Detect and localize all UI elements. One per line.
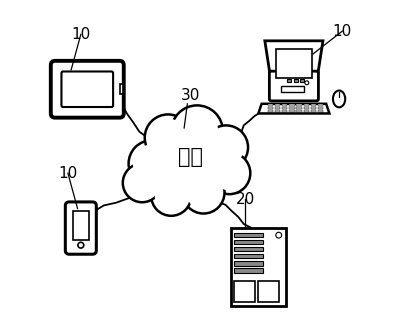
FancyBboxPatch shape — [66, 202, 96, 254]
Bar — [311, 104, 316, 106]
Text: 20: 20 — [236, 192, 255, 207]
Bar — [318, 110, 323, 112]
Circle shape — [149, 119, 187, 157]
Bar — [231, 228, 286, 305]
Circle shape — [208, 129, 244, 165]
Bar — [294, 79, 298, 82]
FancyBboxPatch shape — [61, 72, 113, 107]
Circle shape — [305, 81, 309, 85]
Ellipse shape — [139, 128, 242, 199]
Bar — [311, 107, 316, 109]
Circle shape — [171, 105, 223, 157]
Circle shape — [145, 114, 191, 161]
Bar — [268, 107, 273, 109]
Bar — [234, 240, 263, 244]
Circle shape — [155, 180, 188, 212]
Bar — [234, 247, 263, 251]
Bar — [234, 254, 263, 258]
Circle shape — [182, 172, 225, 214]
Circle shape — [212, 156, 247, 190]
Bar — [275, 107, 280, 109]
Bar — [296, 110, 302, 112]
FancyBboxPatch shape — [51, 61, 124, 118]
Bar — [318, 104, 323, 106]
Polygon shape — [258, 104, 329, 113]
Bar — [281, 86, 304, 93]
Bar — [304, 110, 309, 112]
Bar — [258, 281, 279, 302]
Bar — [234, 268, 263, 273]
Bar — [234, 261, 263, 266]
Bar — [304, 104, 309, 106]
Bar — [304, 107, 309, 109]
Polygon shape — [265, 41, 323, 83]
Bar — [300, 79, 304, 82]
FancyBboxPatch shape — [269, 71, 318, 101]
Circle shape — [176, 110, 218, 152]
Text: 10: 10 — [58, 166, 78, 181]
Bar — [289, 104, 295, 106]
Circle shape — [133, 145, 171, 182]
Bar — [234, 281, 255, 302]
Bar — [282, 104, 287, 106]
Ellipse shape — [145, 134, 236, 193]
Bar — [275, 104, 280, 106]
Circle shape — [151, 176, 191, 216]
Circle shape — [78, 242, 84, 248]
Text: 网络: 网络 — [178, 147, 203, 167]
Text: 10: 10 — [71, 27, 90, 42]
Circle shape — [276, 232, 282, 238]
Bar — [311, 110, 316, 112]
Bar — [282, 110, 287, 112]
Bar — [296, 104, 302, 106]
Bar — [73, 211, 89, 240]
Bar — [268, 110, 273, 112]
Circle shape — [186, 175, 221, 210]
Text: 10: 10 — [333, 24, 352, 39]
Circle shape — [129, 140, 175, 187]
Bar — [318, 107, 323, 109]
Bar — [282, 107, 287, 109]
Bar — [120, 84, 123, 94]
Bar — [275, 110, 280, 112]
Bar — [289, 107, 295, 109]
Circle shape — [123, 164, 162, 202]
Text: 30: 30 — [181, 88, 200, 103]
Bar — [287, 79, 291, 82]
Bar — [296, 107, 302, 109]
Circle shape — [204, 126, 248, 169]
Bar — [276, 49, 312, 78]
Bar — [289, 110, 295, 112]
Ellipse shape — [333, 91, 345, 107]
Circle shape — [126, 167, 158, 199]
Bar — [268, 104, 273, 106]
Bar — [234, 232, 263, 237]
Circle shape — [208, 152, 250, 194]
